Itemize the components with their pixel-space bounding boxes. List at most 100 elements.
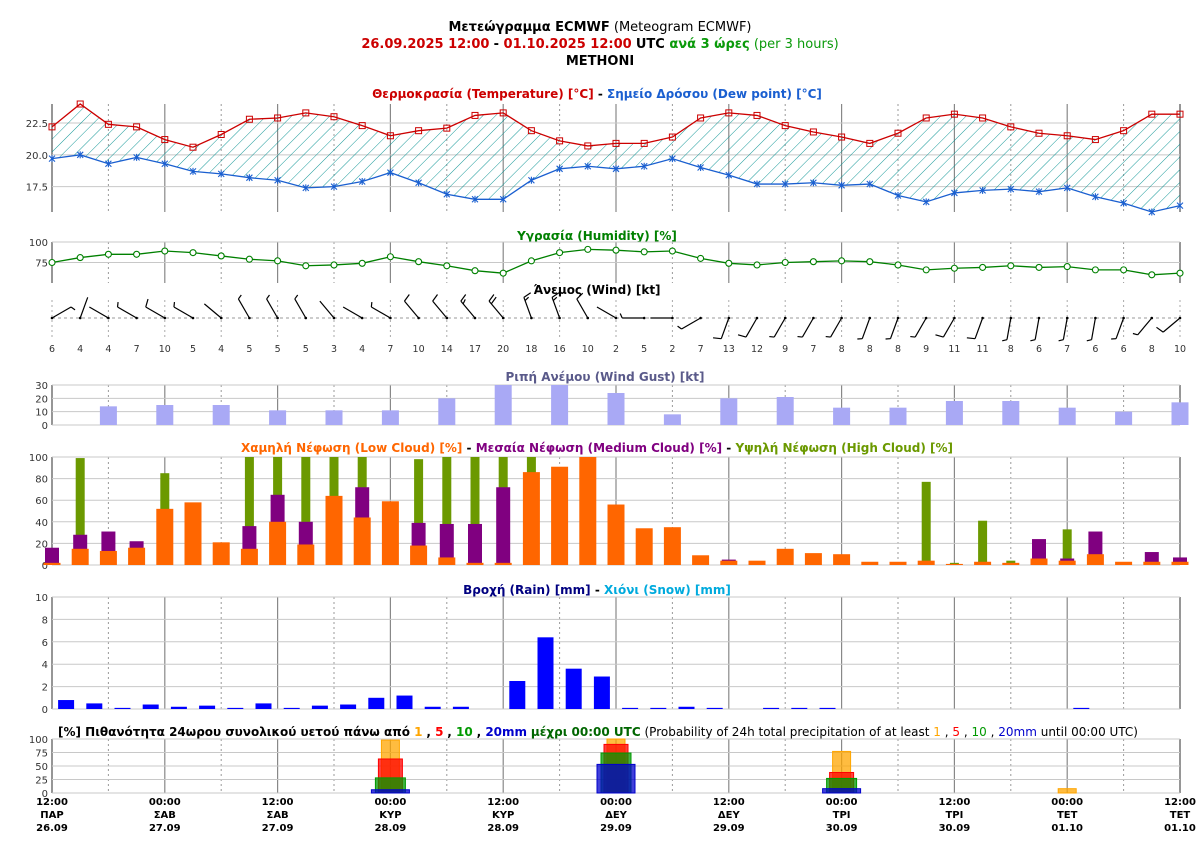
time-axis-day: ΣΑΒ bbox=[154, 810, 176, 821]
wind-barb bbox=[78, 297, 89, 320]
cloud-chart: 100 80 60 40 20 0 bbox=[29, 453, 1189, 572]
low-cloud-bar bbox=[466, 562, 484, 565]
humidity-point bbox=[217, 252, 225, 260]
humidity-point bbox=[640, 248, 648, 256]
humidity-point bbox=[838, 257, 846, 265]
temperature-point bbox=[415, 127, 423, 135]
humidity-point bbox=[302, 262, 310, 270]
humidity-point bbox=[1007, 262, 1015, 270]
temperature-point bbox=[386, 132, 394, 140]
dewpoint-point bbox=[781, 180, 789, 188]
wind-barb bbox=[797, 316, 815, 338]
time-axis-day: ΤΡΙ bbox=[833, 810, 851, 821]
y-tick-label: 22.5 bbox=[26, 119, 48, 130]
wind-barb-staff bbox=[596, 306, 617, 319]
low-cloud-bar bbox=[269, 521, 287, 565]
wind-barb-base bbox=[924, 316, 928, 320]
time-axis-time: 12:00 bbox=[36, 797, 68, 808]
dewpoint-point bbox=[415, 179, 422, 187]
wind-barb-base bbox=[135, 316, 138, 320]
low-cloud-bar bbox=[353, 517, 371, 565]
temperature-point bbox=[217, 130, 225, 138]
high-cloud-bar bbox=[1006, 560, 1016, 565]
dewpoint-point bbox=[330, 183, 338, 191]
dewpoint-point bbox=[471, 195, 479, 203]
time-axis-date: 28.09 bbox=[487, 823, 519, 834]
wind-barb bbox=[342, 306, 364, 320]
dewpoint-point bbox=[753, 180, 761, 188]
dewpoint-point bbox=[302, 184, 310, 192]
temperature-point bbox=[1035, 129, 1043, 137]
high-cloud-bar bbox=[1062, 529, 1072, 565]
temperature-point bbox=[161, 136, 169, 144]
wind-barb bbox=[173, 302, 195, 320]
wind-barb-feather bbox=[576, 292, 584, 300]
low-cloud-bar bbox=[494, 562, 512, 565]
wind-barb-base bbox=[614, 316, 618, 320]
low-cloud-bar bbox=[1171, 561, 1189, 565]
dewpoint-point bbox=[612, 165, 620, 173]
rain-bar bbox=[58, 700, 75, 709]
high-cloud-bar bbox=[921, 481, 931, 565]
low-cloud-bar bbox=[71, 548, 89, 565]
wind-speed-label: 4 bbox=[77, 344, 83, 355]
gust-bar bbox=[607, 393, 625, 425]
rain-bar bbox=[311, 705, 328, 709]
rain-bar bbox=[565, 668, 582, 709]
rain-bar bbox=[86, 703, 103, 709]
wind-barb-feather bbox=[1086, 339, 1092, 342]
gust-bar bbox=[381, 410, 399, 425]
high-cloud-bar bbox=[244, 457, 254, 565]
wind-barb-feather bbox=[1132, 332, 1138, 336]
wind-barb-base bbox=[473, 316, 477, 320]
wind-barb-feather bbox=[769, 335, 775, 338]
wind-barb-staff bbox=[488, 300, 504, 319]
low-cloud-bar bbox=[720, 560, 738, 565]
dewpoint-point bbox=[697, 164, 704, 172]
y-tick-label: 75 bbox=[35, 259, 48, 270]
humidity-point bbox=[189, 249, 197, 257]
low-cloud-bar bbox=[438, 557, 456, 565]
wind-barb-staff bbox=[117, 306, 137, 319]
dewpoint-point bbox=[499, 195, 507, 203]
wind-barb-staff bbox=[403, 300, 420, 319]
temperature-point bbox=[527, 127, 535, 135]
gust-bar bbox=[438, 398, 456, 425]
dewpoint-point bbox=[922, 198, 930, 206]
temperature-point bbox=[725, 109, 733, 117]
time-axis-time: 00:00 bbox=[149, 797, 181, 808]
rain-bar bbox=[255, 703, 272, 709]
y-tick-label: 8 bbox=[42, 615, 48, 626]
low-cloud-bar bbox=[1030, 558, 1048, 565]
y-tick-label: 6 bbox=[42, 638, 48, 649]
dewpoint-point bbox=[217, 170, 225, 178]
wind-speed-label: 8 bbox=[1149, 344, 1155, 355]
low-cloud-bar bbox=[551, 466, 569, 565]
wind-barb bbox=[145, 298, 167, 320]
low-cloud-bar bbox=[804, 553, 822, 565]
gust-bar bbox=[1002, 401, 1020, 425]
time-axis-day: ΚΥΡ bbox=[379, 810, 401, 821]
temperature-point bbox=[499, 109, 507, 117]
wind-barb-staff bbox=[681, 317, 701, 330]
y-tick-label: 0 bbox=[42, 789, 48, 800]
gust-panel-title: Ριπή Ανέμου (Wind Gust) [kt] bbox=[506, 370, 705, 384]
wind-barb bbox=[319, 300, 336, 320]
temperature-point bbox=[76, 100, 84, 108]
wind-speed-label: 6 bbox=[1092, 344, 1098, 355]
rain-bar bbox=[537, 637, 554, 709]
temperature-point bbox=[1176, 110, 1184, 118]
time-axis-time: 00:00 bbox=[374, 797, 406, 808]
humidity-point bbox=[781, 258, 789, 267]
dewpoint-point bbox=[866, 180, 874, 188]
dewpoint-point bbox=[76, 151, 84, 159]
probability-bar bbox=[822, 788, 862, 794]
low-cloud-bar bbox=[1143, 561, 1161, 565]
dewpoint-point bbox=[556, 165, 563, 173]
temperature-point bbox=[950, 110, 958, 118]
wind-barb-feather bbox=[1156, 326, 1164, 333]
time-axis-time: 00:00 bbox=[826, 797, 858, 808]
wind-barb-feather bbox=[737, 334, 747, 338]
wind-barb-base bbox=[50, 316, 54, 320]
time-axis-day: ΤΕΤ bbox=[1170, 810, 1191, 821]
